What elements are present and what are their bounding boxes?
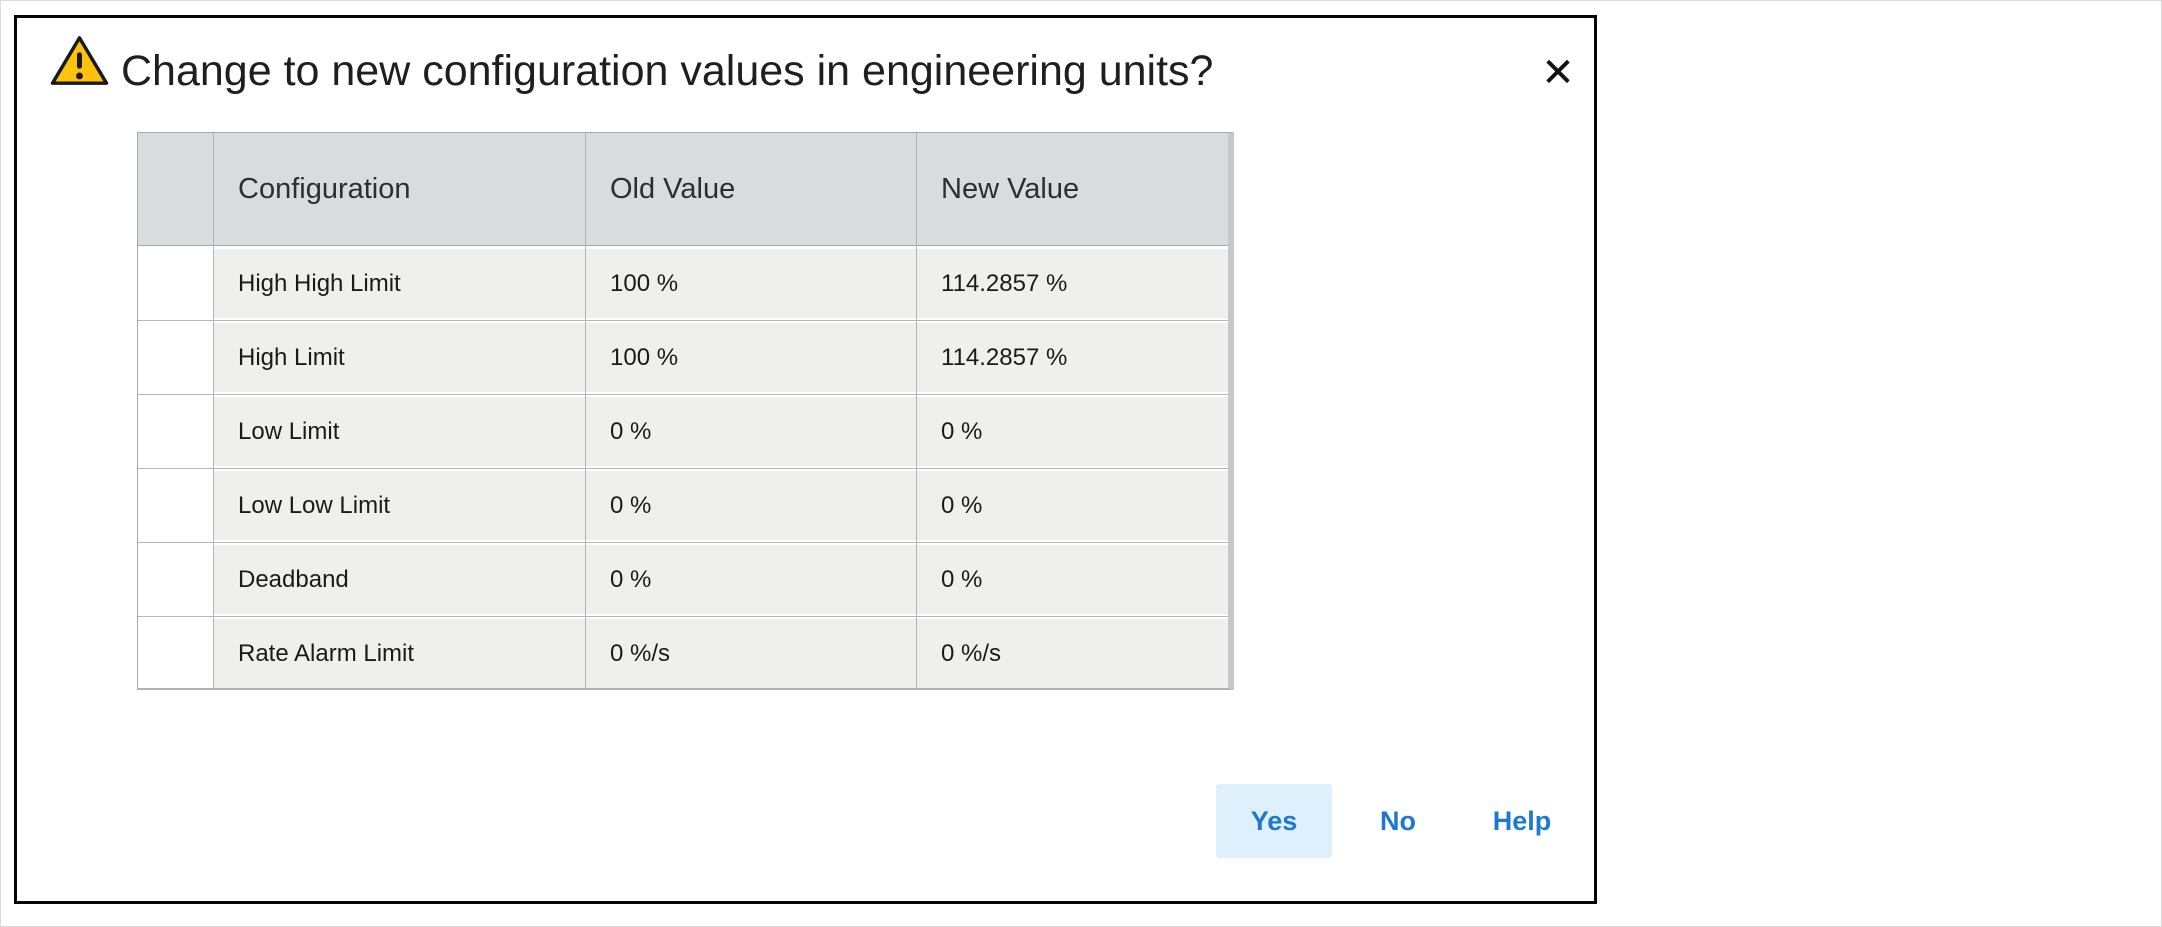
table-row-low-low-limit[interactable]: Low Low Limit 0 % 0 % — [138, 471, 1228, 540]
row-separator — [138, 392, 1228, 397]
no-button[interactable]: No — [1340, 784, 1456, 858]
dialog-title: Change to new configuration values in en… — [121, 47, 1214, 95]
column-header-new-value: New Value — [941, 172, 1080, 205]
new-value-cell: 0 % — [941, 565, 983, 593]
table-row-high-limit[interactable]: High Limit 100 % 114.2857 % — [138, 323, 1228, 392]
old-value-cell: 0 %/s — [610, 639, 671, 667]
row-selector-cell — [138, 619, 213, 688]
yes-button[interactable]: Yes — [1216, 784, 1332, 858]
table-header-row: Configuration Old Value New Value — [138, 133, 1228, 246]
close-button[interactable]: ✕ — [1531, 46, 1585, 100]
new-value-cell: 114.2857 % — [941, 343, 1068, 371]
old-value-cell: 100 % — [610, 343, 679, 371]
old-value-cell: 0 % — [610, 417, 652, 445]
dialog-action-buttons: Yes No Help — [1216, 784, 1580, 858]
config-cell: High Limit — [238, 343, 345, 371]
old-value-cell: 0 % — [610, 491, 652, 519]
config-cell: Deadband — [238, 565, 349, 593]
new-value-cell: 0 %/s — [941, 639, 1002, 667]
config-cell: Low Low Limit — [238, 491, 391, 519]
table-row-deadband[interactable]: Deadband 0 % 0 % — [138, 545, 1228, 614]
new-value-cell: 0 % — [941, 491, 983, 519]
row-selector-cell — [138, 471, 213, 540]
row-separator — [138, 318, 1228, 323]
new-value-cell: 114.2857 % — [941, 269, 1068, 297]
row-selector-cell — [138, 323, 213, 392]
row-separator — [138, 540, 1228, 545]
config-cell: High High Limit — [238, 269, 401, 297]
column-header-old-value: Old Value — [610, 172, 736, 205]
warning-icon — [50, 36, 109, 85]
config-cell: Low Limit — [238, 417, 340, 445]
new-value-cell: 0 % — [941, 417, 983, 445]
column-header-configuration: Configuration — [238, 172, 411, 205]
table-row-rate-alarm-limit[interactable]: Rate Alarm Limit 0 %/s 0 %/s — [138, 619, 1228, 688]
row-separator — [138, 246, 1228, 249]
table-row-low-limit[interactable]: Low Limit 0 % 0 % — [138, 397, 1228, 466]
row-separator — [138, 614, 1228, 619]
column-divider — [585, 133, 586, 688]
config-cell: Rate Alarm Limit — [238, 639, 415, 667]
row-selector-cell — [138, 545, 213, 614]
row-separator — [138, 466, 1228, 471]
row-selector-cell — [138, 397, 213, 466]
config-table: Configuration Old Value New Value High H… — [137, 132, 1234, 690]
confirmation-dialog: Change to new configuration values in en… — [14, 15, 1597, 904]
column-divider — [916, 133, 917, 688]
column-header-selector — [138, 133, 213, 245]
close-icon: ✕ — [1541, 51, 1575, 95]
row-selector-cell — [138, 249, 213, 318]
table-row-high-high-limit[interactable]: High High Limit 100 % 114.2857 % — [138, 249, 1228, 318]
old-value-cell: 100 % — [610, 269, 679, 297]
old-value-cell: 0 % — [610, 565, 652, 593]
column-divider — [213, 133, 214, 688]
help-button[interactable]: Help — [1464, 784, 1580, 858]
